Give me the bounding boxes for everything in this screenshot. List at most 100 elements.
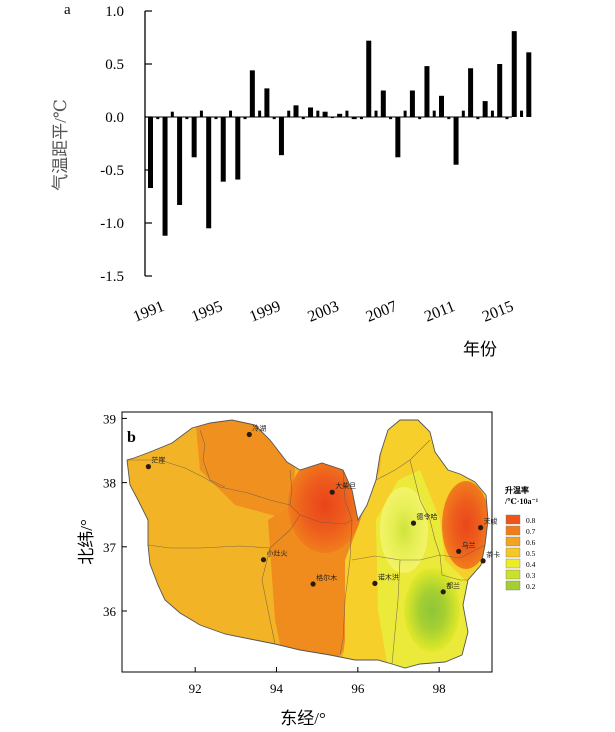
bar-49 (505, 117, 509, 120)
county-boundaries (127, 429, 486, 665)
y-axis-title: 气温距平/℃ (51, 99, 70, 191)
legend-swatch (505, 558, 521, 569)
legend-swatch (505, 580, 521, 591)
bar-38 (424, 66, 430, 117)
bar-43 (461, 110, 465, 117)
legend-swatch (505, 514, 521, 525)
bar-19 (287, 110, 291, 117)
bar-7 (199, 110, 203, 117)
x-tick-label: 2011 (422, 298, 457, 326)
x-axis-ticks: 1991 1995 1999 2003 2007 2011 2015 (131, 298, 516, 326)
bar-30 (366, 40, 372, 117)
x-tick-label: 2003 (305, 298, 341, 326)
y-axis-ticks: 1.0 0.5 0.0 -0.5 -1.0 -1.5 (100, 4, 152, 285)
bar-22 (308, 107, 314, 117)
legend-label: 0.3 (526, 571, 536, 580)
bar-23 (316, 110, 320, 117)
bar-32 (380, 90, 386, 117)
legend-title-line2: /℃·10a⁻¹ (504, 497, 539, 506)
legend: 升温率 /℃·10a⁻¹ 0.8 0.7 0.6 0.5 0.4 0.3 0.2 (504, 485, 539, 591)
bar-50 (511, 31, 517, 117)
bar-21 (301, 117, 305, 120)
legend-title-line1: 升温率 (505, 485, 529, 495)
bar-20 (293, 105, 299, 117)
station-marker (329, 489, 335, 495)
bar-31 (374, 110, 378, 117)
bar-34 (395, 117, 401, 158)
y-tick-label: 39 (103, 411, 116, 426)
x-tick-label: 1991 (131, 298, 167, 326)
panel-b-label: b (127, 429, 136, 446)
bar-4 (177, 117, 183, 205)
station-label: 德令哈 (417, 512, 438, 521)
x-axis-ticks: 92 94 96 98 (189, 667, 446, 696)
station-marker (310, 581, 316, 587)
legend-swatch (505, 547, 521, 558)
station-label: 天峻 (484, 517, 498, 526)
bar-series (148, 31, 532, 236)
station-marker (260, 557, 267, 563)
legend-swatch (505, 525, 521, 536)
bar-14 (249, 70, 255, 117)
bar-47 (490, 110, 494, 117)
bar-42 (453, 117, 459, 165)
bar-2 (162, 117, 168, 236)
bar-6 (191, 117, 197, 158)
y-tick-label: 37 (103, 540, 117, 555)
bar-39 (432, 110, 436, 117)
bar-17 (272, 117, 276, 120)
bar-29 (359, 117, 363, 120)
station-label: 茫崖 (151, 456, 165, 465)
bar-46 (482, 101, 488, 117)
station-marker (372, 580, 378, 587)
station-label: 都兰 (446, 581, 460, 590)
bar-1 (156, 117, 160, 120)
legend-label: 0.2 (526, 582, 536, 591)
y-tick-label: 1.0 (105, 4, 124, 20)
legend-swatch (505, 536, 521, 547)
bar-8 (206, 117, 212, 229)
station-marker (246, 431, 252, 438)
bar-24 (322, 111, 328, 117)
bar-3 (170, 111, 174, 117)
bar-0 (148, 117, 153, 189)
bar-27 (345, 110, 349, 117)
bar-40 (439, 95, 444, 117)
station-marker (456, 548, 462, 554)
x-tick-label: 2015 (480, 298, 516, 326)
bar-5 (185, 117, 189, 120)
y-tick-label: 0.0 (105, 110, 124, 126)
station-marker (145, 464, 151, 470)
station-label: 大柴旦 (335, 481, 356, 490)
x-axis-title: 年份 (463, 340, 497, 359)
y-tick-label: -1.5 (100, 269, 124, 285)
y-tick-label: 38 (103, 476, 116, 491)
bar-51 (520, 110, 524, 117)
station-label: 冷湖 (252, 424, 266, 433)
bar-10 (220, 117, 226, 182)
station-marker (478, 525, 484, 531)
legend-label: 0.6 (526, 538, 536, 547)
bar-44 (468, 68, 474, 117)
x-tick-label: 2007 (364, 298, 400, 326)
bar-35 (403, 110, 407, 117)
x-tick-label: 94 (270, 681, 284, 696)
bar-16 (264, 88, 270, 117)
bar-11 (229, 110, 233, 117)
legend-label: 0.4 (526, 560, 536, 569)
bar-48 (497, 64, 503, 117)
legend-label: 0.7 (526, 527, 536, 536)
station-label: 诺木洪 (378, 572, 399, 581)
bar-36 (409, 90, 415, 117)
panel-a-bar-chart: a 1.0 0.5 0.0 -0.5 -1.0 -1.5 1991 1995 1999 2003… (51, 2, 532, 359)
y-axis-ticks: 39 38 37 36 (103, 411, 127, 619)
x-tick-label: 92 (189, 681, 202, 696)
legend-label: 0.8 (526, 516, 536, 525)
x-axis-title: 东经/° (280, 709, 326, 728)
panel-a-label: a (64, 2, 71, 18)
bar-25 (330, 117, 334, 119)
station-marker (440, 589, 446, 595)
